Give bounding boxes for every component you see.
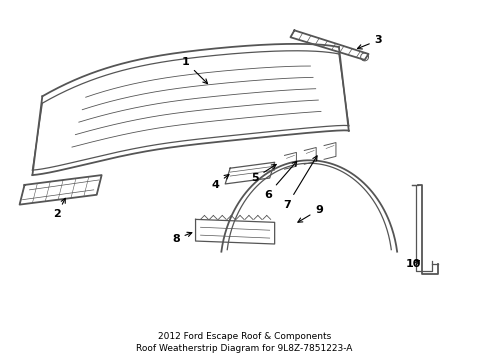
Text: 10: 10	[405, 259, 420, 269]
Text: 2: 2	[53, 198, 65, 220]
Text: 1: 1	[182, 57, 207, 84]
Text: 9: 9	[297, 204, 323, 222]
Text: 2012 Ford Escape Roof & Components
Roof Weatherstrip Diagram for 9L8Z-7851223-A: 2012 Ford Escape Roof & Components Roof …	[136, 332, 352, 353]
Text: 3: 3	[357, 35, 382, 49]
Text: 4: 4	[211, 175, 228, 190]
Text: 8: 8	[172, 232, 191, 244]
Text: 5: 5	[250, 165, 276, 183]
Text: 7: 7	[283, 156, 316, 210]
Text: 6: 6	[263, 161, 296, 200]
